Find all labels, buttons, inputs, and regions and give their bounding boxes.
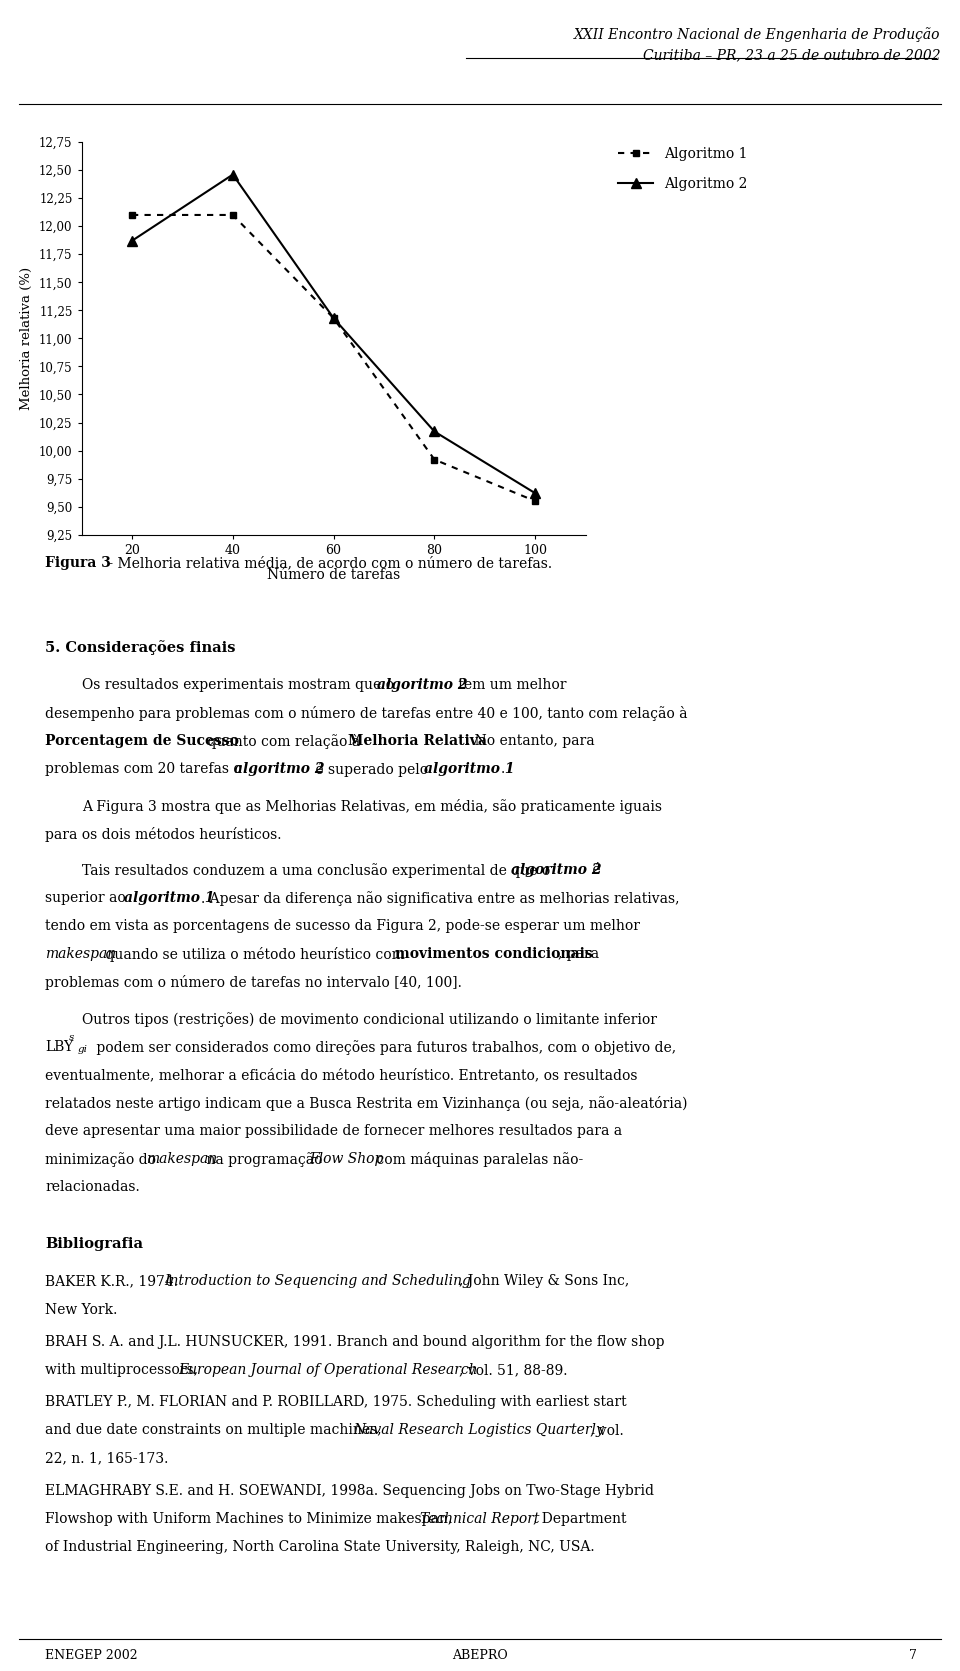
Text: desempenho para problemas com o número de tarefas entre 40 e 100, tanto com rela: desempenho para problemas com o número d…: [45, 705, 687, 720]
Text: BAKER K.R., 1974.: BAKER K.R., 1974.: [45, 1275, 182, 1288]
Text: s: s: [69, 1033, 75, 1043]
Text: relatados neste artigo indicam que a Busca Restrita em Vizinhança (ou seja, não-: relatados neste artigo indicam que a Bus…: [45, 1096, 687, 1111]
Text: algoritmo 2: algoritmo 2: [511, 864, 601, 877]
Text: with multiprocessors,: with multiprocessors,: [45, 1364, 203, 1377]
Text: .: .: [501, 762, 505, 775]
Text: makespan: makespan: [146, 1153, 217, 1166]
Text: New York.: New York.: [45, 1302, 117, 1317]
Text: Naval Research Logistics Quarterly: Naval Research Logistics Quarterly: [353, 1424, 604, 1437]
Text: superior ao: superior ao: [45, 891, 131, 906]
Text: , Department: , Department: [533, 1512, 626, 1526]
Text: 7: 7: [909, 1649, 917, 1663]
Text: Curitiba – PR, 23 a 25 de outubro de 2002: Curitiba – PR, 23 a 25 de outubro de 200…: [643, 48, 941, 62]
Y-axis label: Melhoria relativa (%): Melhoria relativa (%): [20, 267, 34, 409]
Text: , para: , para: [558, 947, 599, 961]
Text: algoritmo 1: algoritmo 1: [424, 762, 515, 775]
Text: algoritmo 2: algoritmo 2: [234, 762, 324, 775]
Text: problemas com o número de tarefas no intervalo [40, 100].: problemas com o número de tarefas no int…: [45, 976, 462, 991]
Text: European Journal of Operational Research: European Journal of Operational Research: [179, 1364, 478, 1377]
Text: XXII Encontro Nacional de Engenharia de Produção: XXII Encontro Nacional de Engenharia de …: [574, 27, 941, 42]
Text: algoritmo 2: algoritmo 2: [377, 678, 468, 692]
Text: para os dois métodos heurísticos.: para os dois métodos heurísticos.: [45, 827, 281, 842]
Text: of Industrial Engineering, North Carolina State University, Raleigh, NC, USA.: of Industrial Engineering, North Carolin…: [45, 1539, 595, 1554]
Text: Melhoria Relativa: Melhoria Relativa: [348, 734, 487, 749]
Text: movimentos condicionais: movimentos condicionais: [395, 947, 592, 961]
Text: quanto com relação à: quanto com relação à: [203, 734, 364, 749]
Text: Outros tipos (restrições) de movimento condicional utilizando o limitante inferi: Outros tipos (restrições) de movimento c…: [82, 1013, 657, 1028]
X-axis label: Número de tarefas: Número de tarefas: [267, 568, 400, 582]
Legend: Algoritmo 1, Algoritmo 2: Algoritmo 1, Algoritmo 2: [612, 140, 754, 197]
Text: deve apresentar uma maior possibilidade de fornecer melhores resultados para a: deve apresentar uma maior possibilidade …: [45, 1125, 622, 1138]
Text: BRAH S. A. and J.L. HUNSUCKER, 1991. Branch and bound algorithm for the flow sho: BRAH S. A. and J.L. HUNSUCKER, 1991. Bra…: [45, 1335, 664, 1348]
Text: Flow Shop: Flow Shop: [309, 1153, 383, 1166]
Text: tendo em vista as porcentagens de sucesso da Figura 2, pode-se esperar um melhor: tendo em vista as porcentagens de sucess…: [45, 919, 640, 934]
Text: podem ser considerados como direções para futuros trabalhos, com o objetivo de,: podem ser considerados como direções par…: [92, 1039, 676, 1054]
Text: com máquinas paralelas não-: com máquinas paralelas não-: [372, 1153, 583, 1168]
Text: eventualmente, melhorar a eficácia do método heurístico. Entretanto, os resultad: eventualmente, melhorar a eficácia do mé…: [45, 1068, 637, 1083]
Text: LBY: LBY: [45, 1039, 73, 1054]
Text: and due date constraints on multiple machines,: and due date constraints on multiple mac…: [45, 1424, 386, 1437]
Text: ELMAGHRABY S.E. and H. SOEWANDI, 1998a. Sequencing Jobs on Two-Stage Hybrid: ELMAGHRABY S.E. and H. SOEWANDI, 1998a. …: [45, 1484, 654, 1497]
Text: gi: gi: [78, 1044, 87, 1054]
Text: Introduction to Sequencing and Scheduling: Introduction to Sequencing and Schedulin…: [164, 1275, 471, 1288]
Text: Bibliografia: Bibliografia: [45, 1237, 143, 1250]
Text: é: é: [588, 864, 600, 877]
Text: Technical Report: Technical Report: [420, 1512, 539, 1526]
Text: Tais resultados conduzem a uma conclusão experimental de que o: Tais resultados conduzem a uma conclusão…: [82, 864, 554, 877]
Text: 22, n. 1, 165-173.: 22, n. 1, 165-173.: [45, 1452, 169, 1465]
Text: 5. Considerações finais: 5. Considerações finais: [45, 640, 235, 655]
Text: na programação: na programação: [202, 1153, 326, 1168]
Text: Porcentagem de Sucesso: Porcentagem de Sucesso: [45, 734, 239, 749]
Text: BRATLEY P., M. FLORIAN and P. ROBILLARD, 1975. Scheduling with earliest start: BRATLEY P., M. FLORIAN and P. ROBILLARD,…: [45, 1395, 627, 1409]
Text: Os resultados experimentais mostram que o: Os resultados experimentais mostram que …: [82, 678, 398, 692]
Text: Flowshop with Uniform Machines to Minimize makespan,: Flowshop with Uniform Machines to Minimi…: [45, 1512, 457, 1526]
Text: Figura 3: Figura 3: [45, 556, 111, 570]
Text: , John Wiley & Sons Inc,: , John Wiley & Sons Inc,: [459, 1275, 629, 1288]
Text: é superado pelo: é superado pelo: [311, 762, 433, 777]
Text: quando se utiliza o método heurístico com: quando se utiliza o método heurístico co…: [101, 947, 409, 962]
Text: , vol. 51, 88-89.: , vol. 51, 88-89.: [459, 1364, 567, 1377]
Text: . Apesar da diferença não significativa entre as melhorias relativas,: . Apesar da diferença não significativa …: [201, 891, 679, 906]
Text: tem um melhor: tem um melhor: [454, 678, 566, 692]
Text: minimização do: minimização do: [45, 1153, 160, 1168]
Text: . No entanto, para: . No entanto, para: [466, 734, 594, 749]
Text: algoritmo 1: algoritmo 1: [124, 891, 214, 906]
Text: A Figura 3 mostra que as Melhorias Relativas, em média, são praticamente iguais: A Figura 3 mostra que as Melhorias Relat…: [82, 799, 661, 814]
Text: ABEPRO: ABEPRO: [452, 1649, 508, 1663]
Text: - Melhoria relativa média, de acordo com o número de tarefas.: - Melhoria relativa média, de acordo com…: [104, 556, 552, 570]
Text: relacionadas.: relacionadas.: [45, 1180, 140, 1195]
Text: ENEGEP 2002: ENEGEP 2002: [45, 1649, 137, 1663]
Text: problemas com 20 tarefas o: problemas com 20 tarefas o: [45, 762, 247, 775]
Text: , vol.: , vol.: [590, 1424, 624, 1437]
Text: makespan: makespan: [45, 947, 116, 961]
